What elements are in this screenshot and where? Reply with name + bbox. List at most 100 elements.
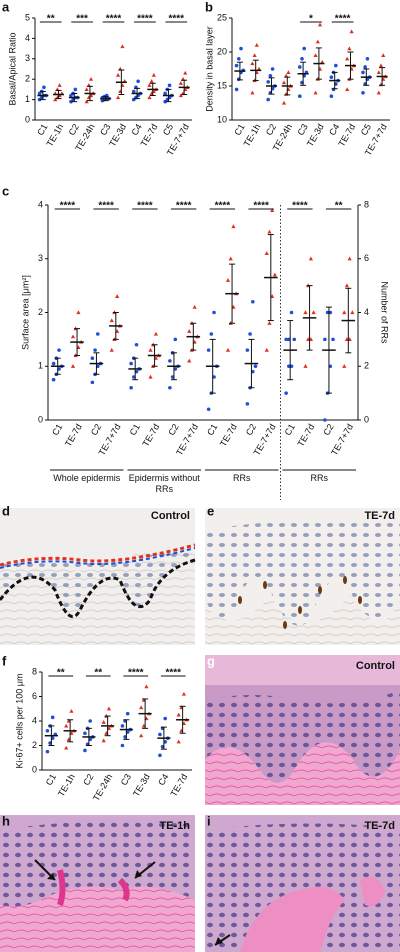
data-point bbox=[365, 57, 370, 61]
y-tick-label: 5 bbox=[25, 12, 30, 22]
group-label: RRs bbox=[233, 473, 251, 483]
x-tick-label: TE-7d bbox=[295, 422, 316, 448]
data-point bbox=[120, 44, 125, 49]
data-point bbox=[245, 348, 250, 352]
data-point bbox=[303, 310, 308, 315]
data-point bbox=[268, 74, 273, 78]
data-point bbox=[106, 706, 112, 711]
data-point bbox=[139, 705, 144, 710]
y-tick-label: 0 bbox=[32, 764, 37, 774]
data-point bbox=[297, 65, 302, 69]
significance-label: **** bbox=[292, 201, 308, 212]
data-point bbox=[53, 97, 58, 102]
data-point bbox=[144, 684, 149, 689]
data-point bbox=[323, 418, 327, 422]
data-point bbox=[297, 94, 302, 98]
data-point bbox=[115, 95, 121, 100]
image-g bbox=[205, 655, 400, 805]
x-tick-label: TE-1h bbox=[56, 772, 77, 798]
data-point bbox=[292, 337, 297, 342]
data-point bbox=[286, 70, 291, 74]
significance-label: ** bbox=[57, 668, 65, 679]
data-point bbox=[323, 337, 327, 342]
y2-axis-label: Number of RRs bbox=[380, 281, 390, 344]
y-tick-label: 2 bbox=[38, 307, 43, 317]
image-d bbox=[0, 508, 196, 645]
y2-tick-label: 4 bbox=[364, 307, 369, 317]
data-point bbox=[349, 29, 354, 34]
data-point bbox=[344, 283, 350, 288]
data-point bbox=[376, 90, 381, 95]
data-point bbox=[178, 81, 183, 85]
y2-tick-label: 0 bbox=[364, 414, 369, 424]
x-tick-label: C5 bbox=[359, 122, 373, 137]
significance-label: **** bbox=[106, 14, 122, 25]
data-point bbox=[95, 332, 100, 336]
data-point bbox=[168, 385, 172, 390]
data-point bbox=[350, 310, 355, 315]
x-tick-label: C3 bbox=[119, 772, 133, 787]
data-point bbox=[250, 90, 255, 95]
data-point bbox=[70, 364, 76, 368]
data-point bbox=[209, 332, 214, 336]
data-point bbox=[45, 729, 50, 733]
data-point bbox=[178, 93, 183, 98]
y2-tick-label: 2 bbox=[364, 361, 369, 371]
data-point bbox=[212, 310, 216, 315]
data-point bbox=[168, 359, 172, 363]
data-point bbox=[134, 342, 139, 347]
data-point bbox=[115, 72, 121, 77]
y-tick-label: 4 bbox=[38, 199, 43, 209]
data-point bbox=[329, 75, 334, 79]
data-point bbox=[176, 739, 181, 744]
y-tick-label: 4 bbox=[25, 33, 30, 43]
x-tick-label: C3 bbox=[295, 122, 309, 137]
y-tick-label: 0 bbox=[25, 114, 30, 124]
data-point bbox=[311, 310, 316, 315]
x-tick-label: C4 bbox=[129, 122, 143, 137]
x-tick-label: C1 bbox=[128, 422, 142, 437]
x-tick-label: C1 bbox=[35, 122, 49, 137]
panel-label: a bbox=[2, 0, 10, 14]
y-tick-label: 6 bbox=[32, 691, 37, 701]
x-tick-label: C2 bbox=[81, 772, 95, 787]
data-point bbox=[76, 310, 81, 315]
significance-label: **** bbox=[253, 201, 269, 212]
panel-label: b bbox=[205, 0, 213, 14]
image-e bbox=[205, 508, 400, 645]
data-point bbox=[90, 380, 95, 385]
x-tick-label: C4 bbox=[327, 122, 341, 137]
significance-label: ** bbox=[47, 14, 55, 25]
data-point bbox=[158, 753, 162, 758]
data-point bbox=[347, 256, 352, 261]
significance-label: **** bbox=[137, 14, 153, 25]
x-tick-label: C3 bbox=[98, 122, 112, 137]
data-point bbox=[329, 94, 334, 98]
data-point bbox=[270, 208, 275, 212]
data-point bbox=[245, 402, 250, 406]
data-point bbox=[248, 332, 252, 336]
data-point bbox=[83, 731, 87, 736]
data-point bbox=[342, 364, 347, 368]
image-caption: TE-1h bbox=[159, 820, 190, 832]
data-point bbox=[267, 321, 272, 325]
panel-label: g bbox=[207, 653, 215, 668]
data-point bbox=[331, 337, 335, 342]
data-point bbox=[264, 347, 269, 352]
data-point bbox=[187, 329, 192, 333]
data-point bbox=[147, 95, 152, 100]
significance-label: **** bbox=[137, 201, 153, 212]
data-point bbox=[69, 709, 74, 713]
x-tick-label: C2 bbox=[67, 122, 81, 137]
x-tick-label: TE-7d bbox=[63, 422, 84, 448]
data-point bbox=[252, 53, 257, 57]
panel-label: h bbox=[2, 813, 10, 828]
x-tick-label: C2 bbox=[166, 422, 180, 437]
data-point bbox=[284, 337, 288, 342]
data-point bbox=[317, 22, 323, 27]
data-point bbox=[64, 745, 69, 750]
x-tick-label: TE-7d bbox=[140, 422, 161, 448]
y2-tick-label: 6 bbox=[364, 253, 369, 263]
x-tick-label: C1 bbox=[205, 422, 219, 437]
